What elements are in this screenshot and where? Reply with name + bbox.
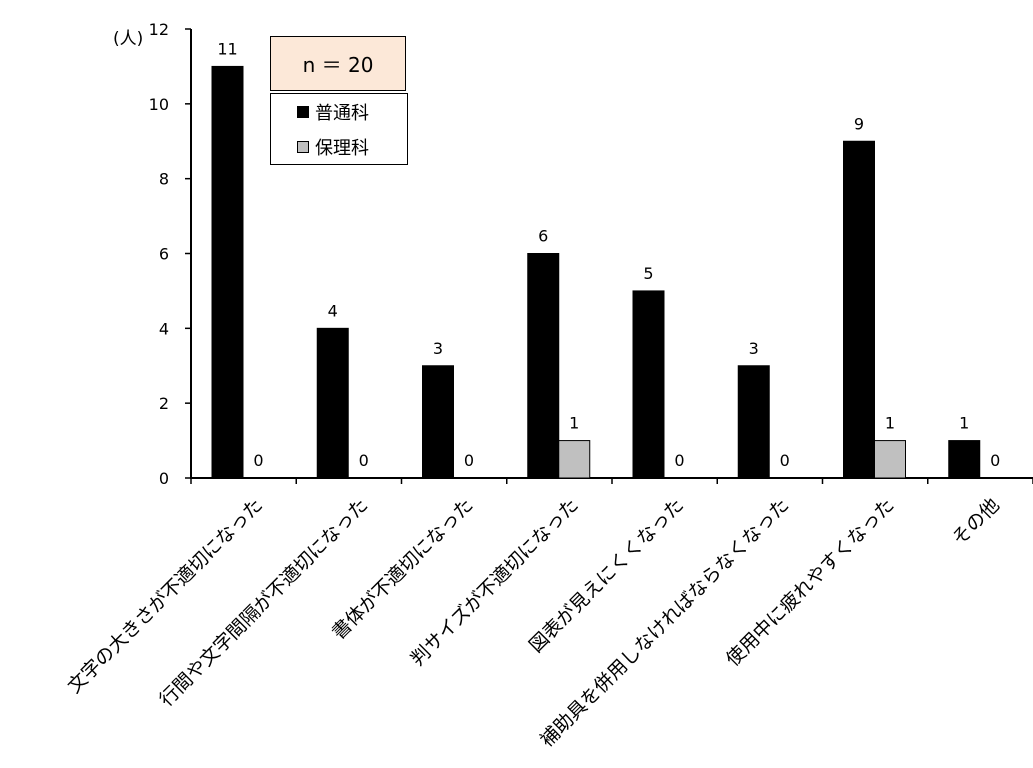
y-tick-label: 4 bbox=[159, 319, 169, 338]
data-label: 3 bbox=[749, 339, 759, 358]
y-tick-label: 8 bbox=[159, 170, 169, 189]
y-tick-label: 12 bbox=[149, 20, 169, 39]
data-label: 9 bbox=[854, 114, 864, 133]
bars bbox=[211, 65, 981, 479]
data-label: 0 bbox=[464, 451, 474, 470]
legend-swatch-black bbox=[297, 105, 309, 118]
y-tick-label: 6 bbox=[159, 245, 169, 264]
bar-series-1 bbox=[211, 65, 244, 479]
data-label: 1 bbox=[959, 414, 969, 433]
bar-series-1 bbox=[527, 253, 560, 479]
data-label: 0 bbox=[253, 451, 263, 470]
legend-item-series-1: 普通科 bbox=[271, 94, 407, 129]
y-tick-label: 2 bbox=[159, 394, 169, 413]
category-label: 行間や文字間隔が不適切になった bbox=[155, 494, 372, 711]
category-label: 判サイズが不適切になった bbox=[407, 494, 583, 670]
y-tick-label: 10 bbox=[149, 95, 169, 114]
data-label: 0 bbox=[990, 451, 1000, 470]
bar-series-1 bbox=[948, 440, 981, 479]
sample-size-label: n ＝ 20 bbox=[302, 53, 374, 77]
legend-swatch-gray bbox=[297, 140, 309, 153]
bar-series-1 bbox=[422, 365, 454, 479]
data-label: 1 bbox=[885, 414, 895, 433]
y-axis-unit-label: (人) bbox=[113, 29, 143, 49]
bar-series-2 bbox=[558, 440, 591, 479]
legend-label: 保理科 bbox=[315, 137, 369, 159]
data-label: 4 bbox=[328, 301, 338, 320]
legend-label: 普通科 bbox=[315, 102, 369, 124]
data-label: 3 bbox=[433, 339, 443, 358]
category-label: 使用中に疲れやすくなった bbox=[722, 494, 899, 671]
bar-series-2 bbox=[874, 440, 906, 479]
category-label: 文字の大きさが不適切になった bbox=[64, 494, 268, 698]
legend-item-series-2: 保理科 bbox=[271, 129, 407, 164]
legend: 普通科 保理科 bbox=[270, 93, 408, 165]
category-labels: 文字の大きさが不適切になった行間や文字間隔が不適切になった書体が不適切になった判… bbox=[64, 494, 1004, 751]
category-label: その他 bbox=[948, 494, 1004, 550]
data-label: 5 bbox=[643, 264, 653, 283]
data-label: 0 bbox=[674, 451, 684, 470]
data-label: 6 bbox=[538, 227, 548, 246]
sample-size-box: n ＝ 20 bbox=[270, 36, 406, 91]
data-label: 11 bbox=[217, 39, 237, 58]
bar-series-1 bbox=[632, 290, 665, 479]
y-tick-label: 0 bbox=[159, 469, 169, 488]
bar-series-1 bbox=[843, 140, 875, 479]
data-label: 0 bbox=[359, 451, 369, 470]
bar-series-1 bbox=[316, 327, 349, 479]
bar-series-1 bbox=[737, 365, 770, 479]
data-label: 1 bbox=[569, 414, 579, 433]
data-label: 0 bbox=[780, 451, 790, 470]
